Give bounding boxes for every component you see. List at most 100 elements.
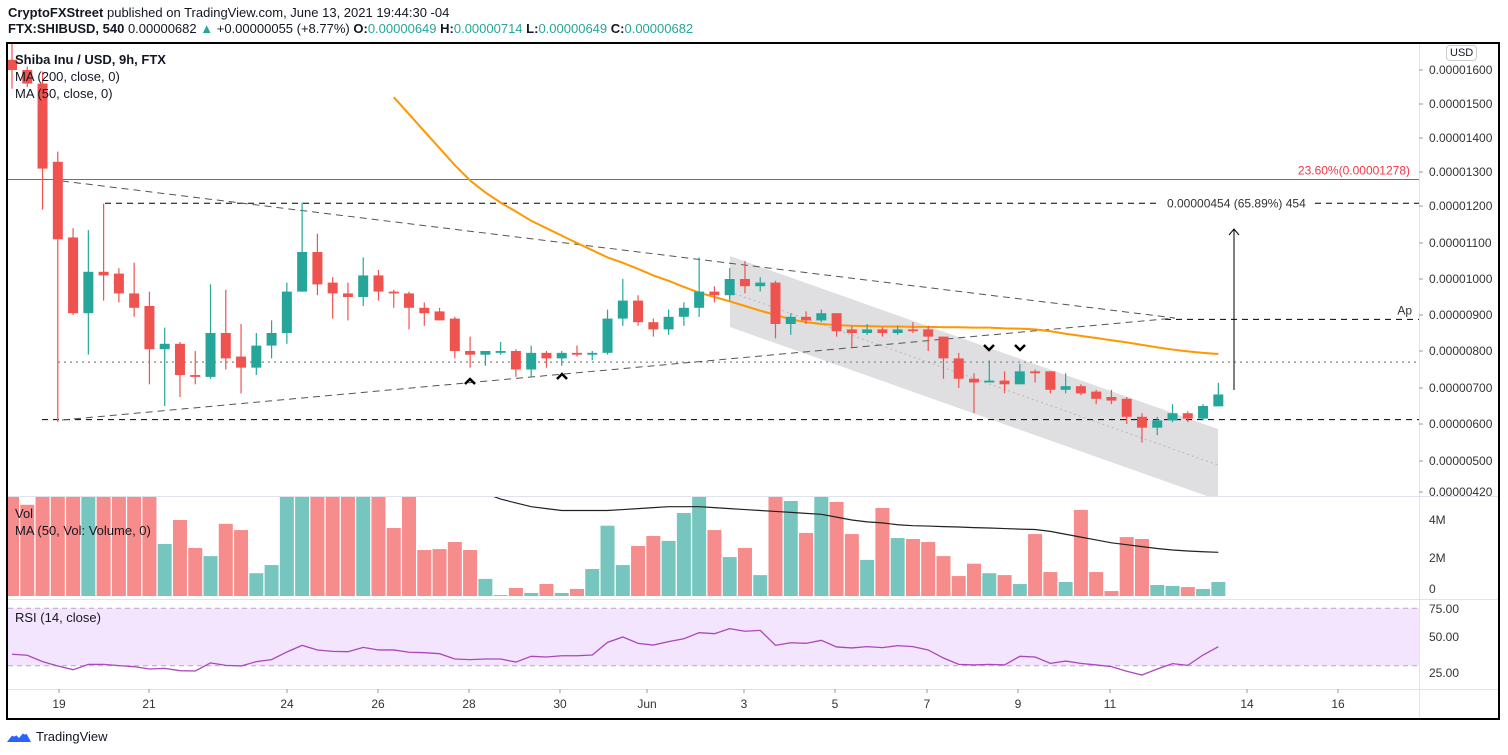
symbol: FTX:SHIBUSD, 540: [8, 21, 125, 36]
legend-volume-ma[interactable]: MA (50, Vol: Volume, 0): [15, 523, 151, 538]
apex-label: Ap: [1397, 303, 1412, 317]
tradingview-logo-icon: [7, 729, 31, 742]
candle-body: [174, 343, 185, 376]
volume-ma-line: [493, 497, 1219, 553]
candle-body: [571, 352, 582, 355]
currency-badge[interactable]: USD: [1446, 45, 1478, 61]
volume-bar: [737, 547, 752, 596]
volume-bar: [8, 497, 19, 596]
candle: [205, 284, 216, 379]
volume-bar: [478, 578, 493, 596]
price-tick-label: 0.00000700: [1429, 381, 1493, 395]
time-tick-label: 24: [280, 697, 294, 711]
candle-body: [1136, 416, 1147, 428]
volume-bar: [356, 497, 371, 596]
volume-bar: [951, 576, 966, 596]
volume-bar: [539, 584, 554, 596]
candle-body: [877, 329, 888, 333]
candle-body: [648, 322, 659, 330]
volume-bar: [875, 508, 890, 596]
time-tick-label: 19: [52, 697, 66, 711]
candle: [1136, 413, 1147, 443]
candle: [816, 309, 827, 323]
volume-bar: [249, 573, 264, 596]
candle-body: [373, 275, 384, 292]
candle-body: [816, 313, 827, 321]
volume-bar: [1012, 584, 1027, 596]
time-tick-label: 3: [741, 697, 748, 711]
volume-bar: [279, 497, 294, 596]
candle-body: [1213, 394, 1224, 407]
candle: [877, 327, 888, 337]
candle: [862, 324, 873, 335]
legend-rsi[interactable]: RSI (14, close): [15, 610, 101, 625]
volume-bar: [692, 497, 707, 596]
candle: [587, 351, 598, 361]
candle-body: [434, 311, 445, 321]
candle: [404, 291, 415, 330]
volume-bar: [203, 556, 218, 596]
candle-body: [83, 271, 94, 314]
candle: [434, 307, 445, 321]
candle: [541, 351, 552, 368]
volume-tick-label: 4M: [1429, 513, 1446, 527]
candle: [785, 313, 796, 335]
volume-bar: [386, 527, 401, 596]
volume-bar: [982, 573, 997, 596]
candle: [113, 268, 124, 303]
candle: [1152, 416, 1163, 436]
candle: [984, 360, 995, 383]
volume-bar: [860, 559, 875, 596]
candle: [709, 286, 720, 303]
price-tick-label: 0.00001200: [1429, 199, 1493, 213]
candle-body: [953, 358, 964, 379]
price-pane: 23.60%(0.00001278) 0.00000454 (65.89%) 45…: [8, 44, 1419, 496]
candle-body: [465, 351, 476, 355]
candle: [1014, 363, 1025, 385]
legend-ma200[interactable]: MA (200, close, 0): [15, 69, 120, 84]
candle: [312, 233, 323, 296]
volume-bar: [524, 592, 539, 596]
volume-bar: [1104, 591, 1119, 596]
candle: [938, 336, 949, 379]
volume-bar: [1180, 587, 1195, 596]
candle: [251, 333, 262, 376]
volume-bar: [96, 497, 111, 596]
candle: [526, 345, 537, 377]
rsi-band: [8, 608, 1419, 666]
candle: [724, 268, 735, 301]
candle-body: [419, 307, 430, 314]
candle: [98, 203, 109, 301]
time-tick-label: 28: [462, 697, 476, 711]
volume-bar: [310, 497, 325, 596]
candle-body: [1106, 397, 1117, 401]
volume-bar: [157, 543, 172, 596]
candle: [663, 309, 674, 335]
candle: [144, 291, 155, 385]
volume-bar: [554, 592, 569, 596]
candle-body: [984, 380, 995, 383]
candle-body: [266, 333, 277, 346]
close-label: C:: [610, 21, 625, 36]
candle: [190, 351, 201, 385]
candle: [388, 289, 399, 308]
fib-level-label: 23.60%(0.00001278): [1298, 163, 1410, 177]
candle-body: [159, 343, 170, 350]
publisher-name[interactable]: CryptoFXStreet: [8, 5, 104, 20]
legend-volume[interactable]: Vol: [15, 506, 34, 521]
candle: [801, 311, 812, 324]
footer-brand[interactable]: TradingView: [36, 728, 108, 744]
legend-ma50[interactable]: MA (50, close, 0): [15, 86, 113, 101]
candle-body: [388, 291, 399, 294]
rsi-tick-label: 75.00: [1429, 602, 1459, 616]
candle-body: [892, 329, 903, 333]
candle-body: [251, 345, 262, 368]
candle: [678, 302, 689, 326]
volume-bar: [1058, 581, 1073, 596]
time-tick-label: 5: [832, 697, 839, 711]
candle-body: [205, 333, 216, 377]
price-tick-label: 0.00000500: [1429, 454, 1493, 468]
volume-tick-label: 2M: [1429, 551, 1446, 565]
candle-body: [144, 306, 155, 350]
